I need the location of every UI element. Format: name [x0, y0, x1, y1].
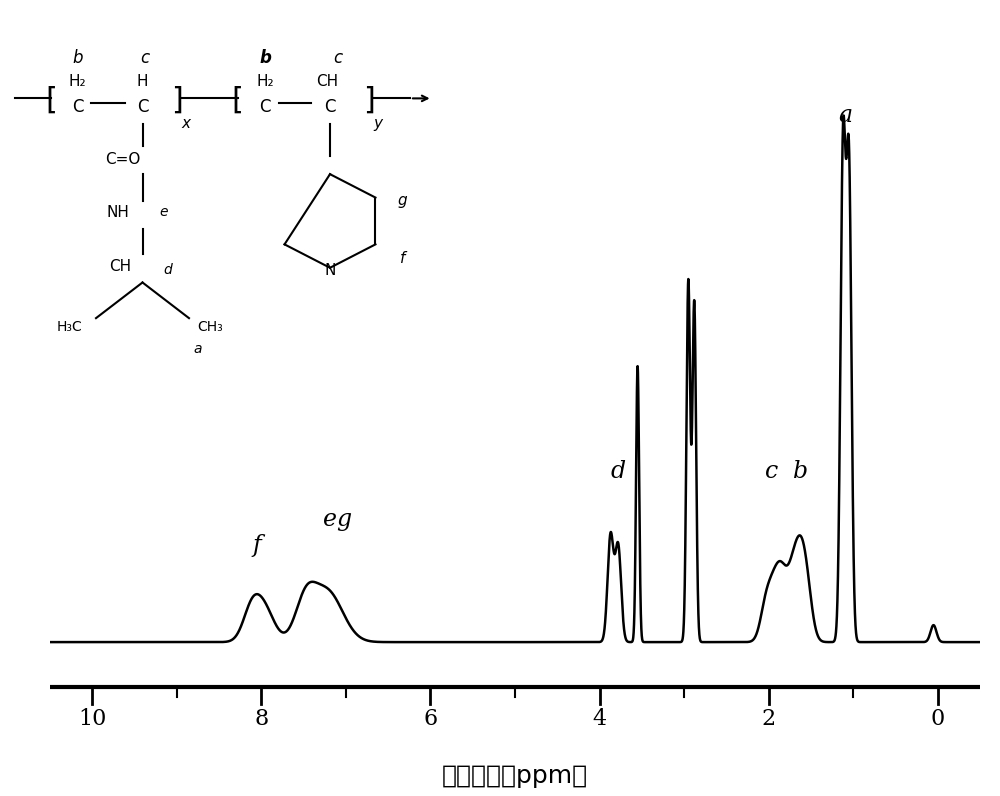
Text: CH: CH	[316, 74, 339, 89]
Text: H: H	[137, 74, 148, 89]
Text: a: a	[193, 342, 202, 357]
Text: NH: NH	[106, 205, 129, 220]
Text: 2: 2	[762, 708, 776, 730]
Text: C: C	[137, 98, 148, 116]
Text: C: C	[259, 98, 271, 116]
Text: y: y	[373, 116, 382, 131]
Text: C: C	[324, 98, 336, 116]
Text: eg: eg	[323, 508, 352, 531]
Text: g: g	[398, 193, 407, 209]
Text: c: c	[140, 49, 150, 68]
Text: C: C	[72, 98, 83, 116]
Text: c: c	[333, 49, 342, 68]
Text: CH: CH	[109, 259, 131, 274]
Text: ]: ]	[172, 86, 183, 115]
Text: N: N	[324, 263, 336, 278]
Text: a: a	[839, 104, 853, 127]
Text: x: x	[182, 116, 190, 131]
Text: b: b	[259, 49, 271, 68]
Text: H₃C: H₃C	[57, 320, 83, 334]
Text: 4: 4	[592, 708, 607, 730]
Text: C=O: C=O	[105, 152, 140, 167]
Text: 6: 6	[423, 708, 438, 730]
Text: b: b	[72, 49, 83, 68]
Text: 10: 10	[78, 708, 106, 730]
Text: d: d	[163, 263, 172, 277]
Text: 化学位移（ppm）: 化学位移（ppm）	[442, 764, 588, 788]
Text: 8: 8	[254, 708, 268, 730]
Text: H₂: H₂	[256, 74, 274, 89]
Text: H₂: H₂	[69, 74, 86, 89]
Text: [: [	[232, 86, 243, 115]
Text: b: b	[793, 460, 808, 483]
Text: f: f	[400, 252, 405, 267]
Text: d: d	[611, 460, 626, 483]
Text: e: e	[160, 205, 168, 219]
Text: [: [	[45, 86, 57, 115]
Text: 0: 0	[931, 708, 945, 730]
Text: CH₃: CH₃	[197, 320, 223, 334]
Text: f: f	[253, 534, 262, 557]
Text: c: c	[765, 460, 779, 483]
Text: ]: ]	[363, 86, 375, 115]
